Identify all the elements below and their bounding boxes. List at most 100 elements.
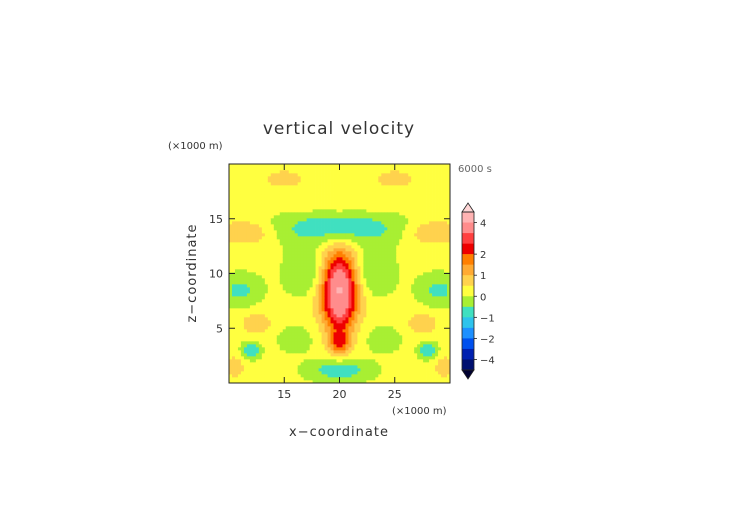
heatmap-cell	[342, 224, 346, 228]
heatmap-cell	[375, 251, 379, 255]
heatmap-cell	[297, 275, 302, 279]
heatmap-cell	[276, 191, 281, 195]
heatmap-cell	[417, 353, 421, 357]
heatmap-cell	[360, 338, 364, 342]
heatmap-cell	[354, 332, 358, 336]
heatmap-cell	[342, 185, 346, 189]
heatmap-cell	[297, 374, 302, 378]
heatmap-cell	[426, 272, 430, 276]
heatmap-cell	[417, 197, 421, 201]
heatmap-cell	[279, 182, 284, 186]
heatmap-cell	[297, 368, 302, 372]
heatmap-cell	[306, 224, 310, 228]
heatmap-cell	[411, 350, 415, 354]
heatmap-cell	[318, 311, 322, 315]
heatmap-cell	[363, 281, 367, 285]
heatmap-cell	[396, 341, 400, 345]
heatmap-cell	[294, 335, 299, 339]
heatmap-cell	[261, 317, 266, 321]
heatmap-cell	[408, 236, 412, 240]
heatmap-cell	[372, 266, 376, 270]
heatmap-cell	[372, 206, 376, 210]
heatmap-cell	[243, 254, 248, 258]
heatmap-cell	[297, 284, 302, 288]
heatmap-cell	[276, 209, 281, 213]
heatmap-cell	[372, 281, 376, 285]
heatmap-cell	[348, 254, 352, 258]
heatmap-cell	[417, 263, 421, 267]
heatmap-cell	[429, 365, 433, 369]
heatmap-cell	[258, 257, 263, 261]
heatmap-cell	[417, 275, 421, 279]
heatmap-cell	[420, 311, 424, 315]
heatmap-cell	[378, 182, 382, 186]
heatmap-cell	[297, 239, 302, 243]
heatmap-cell	[348, 356, 352, 360]
heatmap-cell	[282, 203, 287, 207]
heatmap-cell	[240, 221, 245, 225]
heatmap-cell	[333, 359, 337, 363]
heatmap-cell	[249, 290, 254, 294]
heatmap-cell	[288, 188, 293, 192]
heatmap-cell	[390, 266, 394, 270]
heatmap-cell	[303, 326, 307, 330]
heatmap-cell	[243, 281, 248, 285]
heatmap-cell	[288, 353, 293, 357]
heatmap-cell	[270, 359, 275, 363]
heatmap-cell	[357, 359, 361, 363]
heatmap-cell	[396, 284, 400, 288]
heatmap-cell	[309, 320, 313, 324]
heatmap-cell	[408, 311, 412, 315]
heatmap-cell	[330, 275, 334, 279]
heatmap-cell	[420, 206, 424, 210]
heatmap-cell	[339, 305, 343, 309]
heatmap-cell	[399, 374, 403, 378]
heatmap-cell	[231, 350, 236, 354]
heatmap-cell	[246, 371, 251, 375]
heatmap-cell	[384, 227, 388, 231]
heatmap-cell	[249, 272, 254, 276]
heatmap-cell	[258, 368, 263, 372]
heatmap-cell	[258, 170, 263, 174]
heatmap-cell	[258, 353, 263, 357]
heatmap-cell	[297, 194, 302, 198]
heatmap-cell	[375, 365, 379, 369]
heatmap-cell	[405, 236, 409, 240]
heatmap-cell	[366, 206, 370, 210]
heatmap-cell	[372, 275, 376, 279]
heatmap-cell	[432, 344, 436, 348]
heatmap-cell	[393, 287, 397, 291]
heatmap-cell	[294, 359, 299, 363]
heatmap-cell	[405, 257, 409, 261]
heatmap-cell	[420, 239, 424, 243]
heatmap-cell	[351, 206, 355, 210]
heatmap-cell	[324, 188, 328, 192]
heatmap-cell	[249, 341, 254, 345]
heatmap-cell	[303, 272, 307, 276]
heatmap-cell	[291, 353, 296, 357]
heatmap-cell	[423, 344, 427, 348]
heatmap-cell	[309, 380, 313, 384]
heatmap-cell	[390, 278, 394, 282]
heatmap-cell	[369, 191, 373, 195]
heatmap-cell	[291, 338, 296, 342]
heatmap-cell	[327, 212, 331, 216]
heatmap-cell	[267, 332, 272, 336]
heatmap-cell	[252, 221, 257, 225]
heatmap-cell	[411, 314, 415, 318]
heatmap-cell	[351, 260, 355, 264]
heatmap-cell	[279, 332, 284, 336]
heatmap-cell	[423, 176, 427, 180]
heatmap-cell	[396, 290, 400, 294]
heatmap-cell	[417, 323, 421, 327]
heatmap-cell	[294, 164, 299, 168]
heatmap-cell	[387, 290, 391, 294]
heatmap-cell	[246, 341, 251, 345]
heatmap-cell	[411, 266, 415, 270]
heatmap-cell	[399, 245, 403, 249]
heatmap-cell	[264, 197, 269, 201]
heatmap-cell	[321, 374, 325, 378]
heatmap-cell	[348, 296, 352, 300]
heatmap-cell	[360, 335, 364, 339]
heatmap-cell	[246, 209, 251, 213]
